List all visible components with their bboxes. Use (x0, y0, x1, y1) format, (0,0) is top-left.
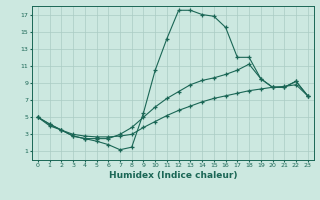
X-axis label: Humidex (Indice chaleur): Humidex (Indice chaleur) (108, 171, 237, 180)
